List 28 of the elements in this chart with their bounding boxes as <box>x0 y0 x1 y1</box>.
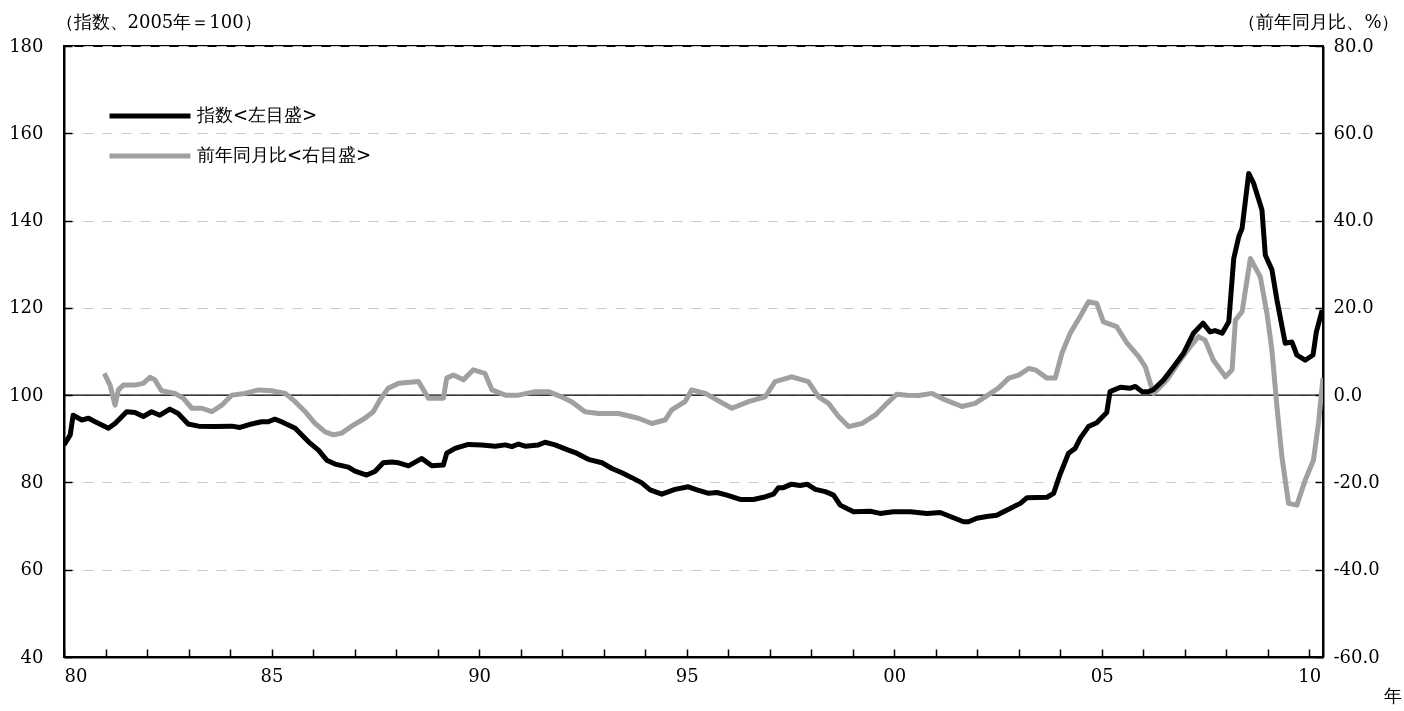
x-tick-label: 00 <box>883 664 907 686</box>
y-tick-label: 180 <box>9 34 44 56</box>
y-tick-label: 40 <box>20 645 44 667</box>
x-axis-title: 年 <box>1383 684 1402 706</box>
y2-tick-label: -40.0 <box>1333 558 1380 580</box>
y2-tick-label: 60.0 <box>1333 121 1374 143</box>
y2-tick-label: 20.0 <box>1333 296 1374 318</box>
y-tick-label: 120 <box>9 296 44 318</box>
x-tick-label: 80 <box>64 664 88 686</box>
y-axis-title: （指数、2005年＝100） <box>55 10 262 32</box>
y-tick-label: 140 <box>9 209 44 231</box>
y-tick-label: 60 <box>20 558 44 580</box>
y2-axis-title: （前年同月比、%） <box>1238 10 1400 32</box>
y2-tick-label: -60.0 <box>1333 645 1380 667</box>
x-tick-label: 90 <box>468 664 492 686</box>
x-tick-label: 95 <box>675 664 699 686</box>
y2-tick-label: 40.0 <box>1333 209 1374 231</box>
y2-tick-label: 0.0 <box>1333 383 1363 405</box>
y-tick-label: 80 <box>20 470 44 492</box>
y-tick-label: 160 <box>9 121 44 143</box>
x-tick-label: 10 <box>1298 664 1322 686</box>
legend-label: 指数<左目盛> <box>196 104 318 125</box>
y2-tick-label: -20.0 <box>1333 470 1380 492</box>
x-tick-label: 85 <box>260 664 284 686</box>
y-tick-label: 100 <box>9 383 44 405</box>
legend-label: 前年同月比<右目盛> <box>197 144 372 165</box>
y2-tick-label: 80.0 <box>1333 34 1374 56</box>
x-tick-label: 05 <box>1090 664 1114 686</box>
